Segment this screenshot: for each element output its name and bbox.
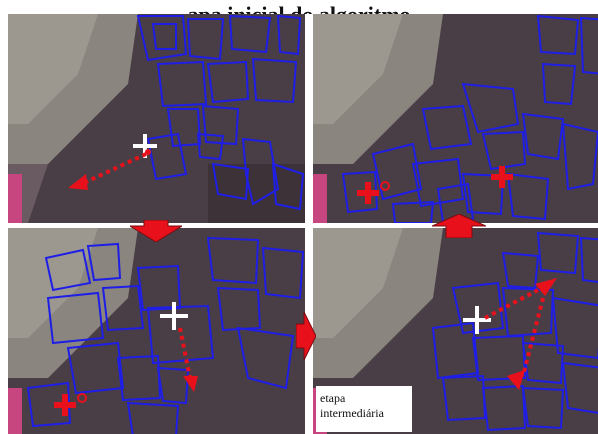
building-outlines bbox=[26, 236, 305, 434]
stage-caption: etapa intermediária bbox=[316, 386, 412, 432]
arrow-right-icon bbox=[296, 312, 316, 360]
panel-top-left bbox=[8, 14, 305, 223]
building-outlines bbox=[136, 14, 305, 211]
cross-marker-icon bbox=[133, 134, 157, 158]
building-outlines bbox=[431, 231, 598, 432]
arrow-down-icon bbox=[130, 220, 182, 242]
caption-line-2: intermediária bbox=[320, 406, 384, 420]
satellite-image-bottom-left bbox=[8, 228, 305, 434]
cross-marker-icon bbox=[160, 302, 188, 330]
arrow-up-icon bbox=[432, 214, 486, 238]
figure-title: ...apa inicial do algoritmo... bbox=[0, 0, 598, 14]
caption-line-1: etapa bbox=[320, 391, 346, 405]
panel-bottom-left bbox=[8, 228, 305, 434]
building-outlines bbox=[341, 14, 598, 223]
satellite-image-top-right bbox=[313, 14, 598, 223]
panel-top-right bbox=[313, 14, 598, 223]
cross-marker-icon bbox=[463, 306, 491, 334]
satellite-image-top-left bbox=[8, 14, 305, 223]
